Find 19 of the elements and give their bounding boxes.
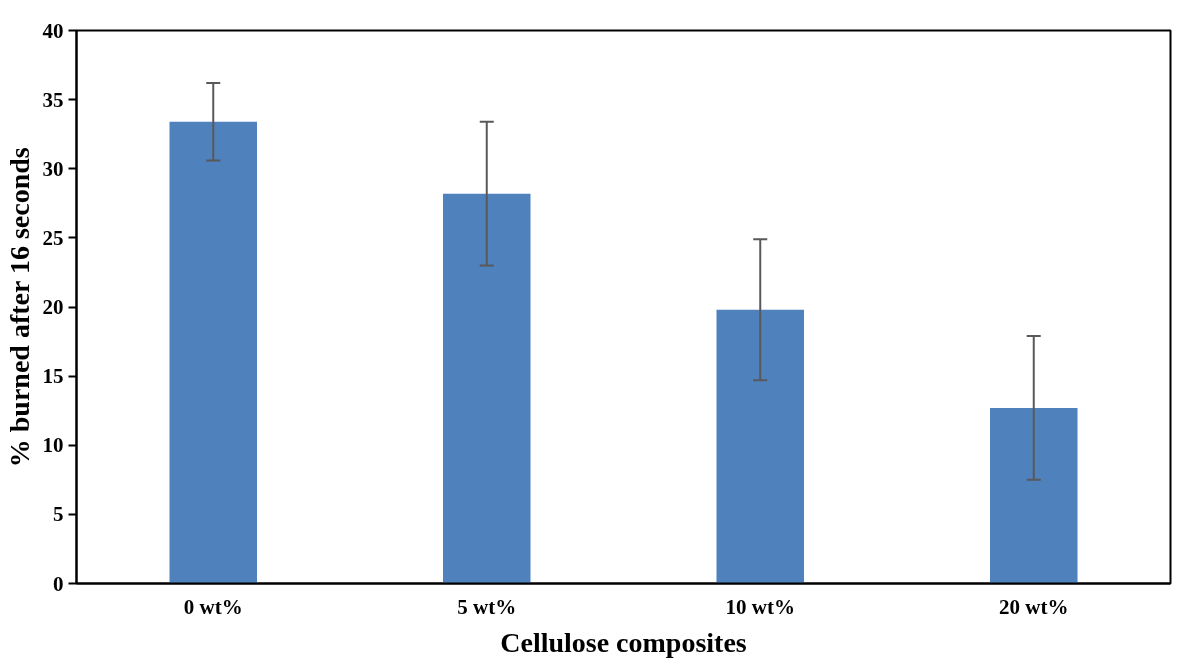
bar <box>169 121 258 584</box>
y-tick-label: 15 <box>42 364 64 389</box>
x-tick-label: 20 wt% <box>999 594 1069 619</box>
x-tick-label: 0 wt% <box>183 594 243 619</box>
y-tick-label: 40 <box>42 18 64 43</box>
y-tick-label: 5 <box>53 502 64 527</box>
x-tick-label: 5 wt% <box>457 594 517 619</box>
y-tick-label: 10 <box>42 433 64 458</box>
bar <box>442 193 531 584</box>
bar <box>989 407 1078 584</box>
x-axis-title: Cellulose composites <box>500 626 747 658</box>
x-tick-label: 10 wt% <box>725 594 795 619</box>
y-axis-title: % burned after 16 seconds <box>3 147 35 468</box>
y-tick-label: 35 <box>42 87 64 112</box>
y-tick-label: 30 <box>42 156 64 181</box>
y-tick-label: 20 <box>42 295 64 319</box>
y-tick-label: 25 <box>42 225 64 250</box>
y-tick-label: 0 <box>53 571 64 596</box>
bar <box>716 309 805 584</box>
